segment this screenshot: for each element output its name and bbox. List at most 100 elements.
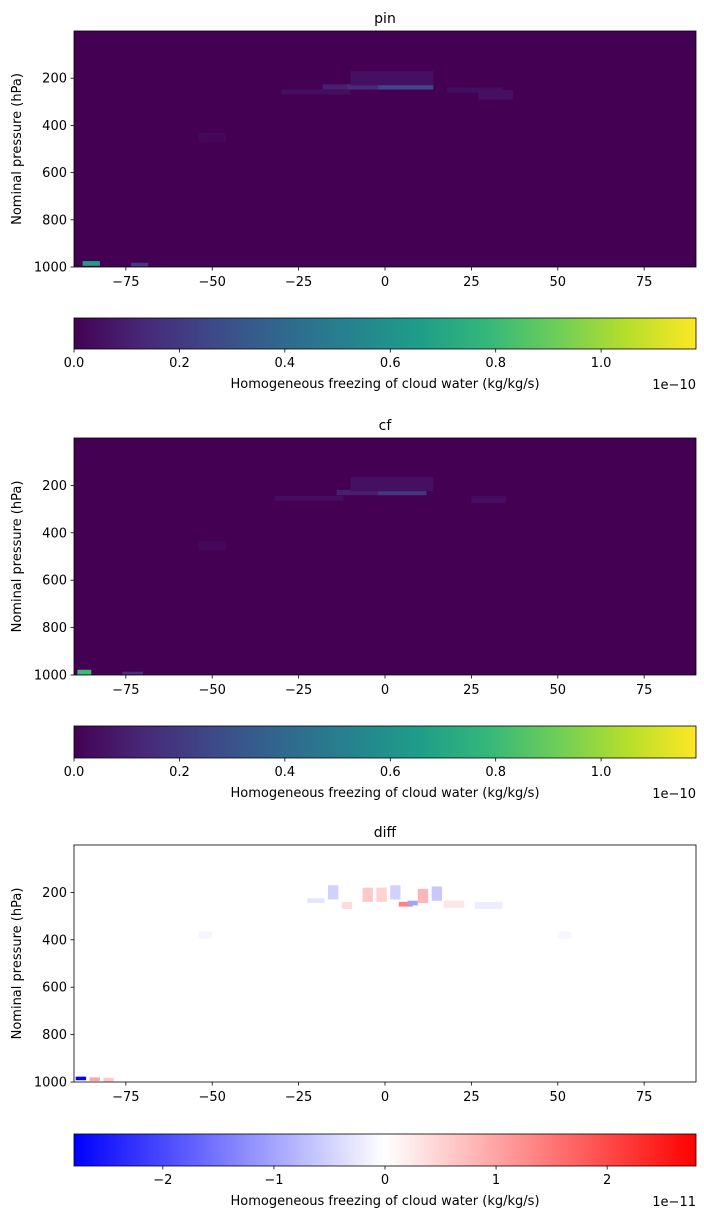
heatmap-cell — [407, 900, 418, 906]
y-axis-label: Nominal pressure (hPa) — [10, 888, 25, 1040]
colorbar-tick-label: 0.2 — [169, 765, 190, 780]
heatmap-cell — [431, 886, 443, 901]
x-tick-label: −25 — [285, 1090, 312, 1105]
y-tick-label: 600 — [42, 574, 67, 589]
heatmap-cell — [89, 1077, 100, 1081]
x-tick-label: −75 — [112, 275, 139, 290]
colorbar-label: Homogeneous freezing of cloud water (kg/… — [230, 377, 539, 392]
heatmap-cell — [274, 495, 344, 502]
y-tick-label: 200 — [42, 72, 67, 87]
x-tick-label: −25 — [285, 275, 312, 290]
heatmap-cell — [447, 87, 503, 93]
heatmap-cell — [471, 496, 506, 504]
heatmap-cell — [378, 489, 427, 496]
heatmap-background — [74, 31, 696, 267]
heatmap-cell — [474, 901, 503, 909]
colorbar — [73, 317, 697, 350]
heatmap-cell — [281, 89, 351, 95]
colorbar-tick-label: 1.0 — [591, 765, 612, 780]
colorbar-tick-label: 0.2 — [169, 356, 190, 371]
y-axis-label: Nominal pressure (hPa) — [10, 73, 25, 225]
x-tick-label: −25 — [285, 683, 312, 698]
x-tick-label: 75 — [636, 683, 653, 698]
colorbar-multiplier: 1e−10 — [652, 378, 696, 393]
heatmap-cell — [336, 489, 420, 496]
panel-title: diff — [374, 825, 397, 841]
heatmap-cell — [398, 901, 413, 907]
heatmap-cell — [198, 541, 227, 551]
x-tick-label: −50 — [199, 1090, 226, 1105]
heatmap-cell — [390, 885, 401, 900]
heatmap-cell — [478, 90, 513, 100]
colorbar-tick-label: 2 — [603, 1173, 611, 1188]
x-tick-label: 25 — [463, 275, 480, 290]
y-tick-label: 200 — [42, 886, 67, 901]
panel-diff: diff 200 400 600 800 1000 −75 −50 −25 0 25 50 75 Nomi… — [10, 825, 697, 1210]
y-tick-label: 800 — [42, 1028, 67, 1043]
colorbar-multiplier: 1e−10 — [652, 787, 696, 802]
x-tick-label: −75 — [112, 1090, 139, 1105]
y-tick-label: 200 — [42, 479, 67, 494]
heatmap-cell — [122, 671, 144, 675]
heatmap-cell — [443, 900, 465, 908]
colorbar-tick-label: 0.6 — [380, 356, 401, 371]
heatmap-background — [74, 438, 696, 675]
colorbar-tick-label: 1.0 — [591, 356, 612, 371]
heatmap-cell — [198, 132, 227, 142]
y-axis-label: Nominal pressure (hPa) — [10, 481, 25, 633]
colorbar-tick-label: 0 — [381, 1173, 389, 1188]
colorbar-multiplier: 1e−11 — [652, 1195, 696, 1210]
x-tick-label: 75 — [636, 275, 653, 290]
heatmap-cell — [82, 261, 100, 266]
colorbar-tick-label: 0.8 — [485, 356, 506, 371]
heatmap-cell — [557, 931, 572, 939]
y-tick-label: 1000 — [34, 261, 67, 276]
x-tick-label: −50 — [199, 275, 226, 290]
colorbar-label: Homogeneous freezing of cloud water (kg/… — [230, 786, 539, 801]
y-tick-label: 600 — [42, 981, 67, 996]
x-tick-label: 75 — [636, 1090, 653, 1105]
heatmap-cell — [350, 71, 434, 86]
x-tick-label: 0 — [381, 1090, 389, 1105]
colorbar-tick-label: 0.6 — [380, 765, 401, 780]
heatmap-cell — [376, 887, 387, 902]
colorbar — [73, 1133, 697, 1167]
panel-cf: cf 200 400 600 800 1000 −75 −50 −25 0 25 50 75 Nomina… — [10, 418, 697, 802]
heatmap-cell — [341, 901, 353, 909]
colorbar-tick-label: 0.8 — [485, 765, 506, 780]
heatmap-cell — [362, 887, 373, 902]
heatmap-cell — [77, 669, 92, 675]
x-tick-label: −50 — [199, 683, 226, 698]
colorbar-tick-label: 0.0 — [64, 765, 85, 780]
y-tick-label: 1000 — [34, 669, 67, 684]
heatmap-cell — [350, 477, 434, 492]
colorbar-tick-label: 0.4 — [275, 356, 296, 371]
colorbar-tick-label: 0.4 — [275, 765, 296, 780]
colorbar-tick-label: 0.0 — [64, 356, 85, 371]
heatmap-cell — [103, 1077, 114, 1082]
y-tick-label: 400 — [42, 526, 67, 541]
colorbar-tick-label: −2 — [153, 1173, 172, 1188]
heatmap-cell — [378, 84, 434, 90]
heatmap-cell — [307, 898, 325, 904]
x-tick-label: 50 — [550, 275, 567, 290]
y-tick-label: 400 — [42, 119, 67, 134]
panel-pin: pin 200 400 600 800 1000 −75 −50 −25 0 25 50 75 Nomin… — [10, 11, 697, 393]
heatmap-cell — [327, 885, 339, 900]
y-tick-label: 800 — [42, 621, 67, 636]
x-tick-label: 0 — [381, 275, 389, 290]
colorbar — [73, 725, 697, 759]
x-tick-label: −75 — [112, 683, 139, 698]
colorbar-tick-label: −1 — [264, 1173, 283, 1188]
panel-title: pin — [374, 11, 396, 27]
y-tick-label: 1000 — [34, 1076, 67, 1091]
y-tick-label: 400 — [42, 933, 67, 948]
heatmap-background — [74, 845, 696, 1082]
x-tick-label: 0 — [381, 683, 389, 698]
x-tick-label: 50 — [550, 1090, 567, 1105]
heatmap-cell — [75, 1076, 87, 1081]
panel-title: cf — [379, 418, 393, 434]
x-tick-label: 25 — [463, 683, 480, 698]
y-tick-label: 600 — [42, 166, 67, 181]
